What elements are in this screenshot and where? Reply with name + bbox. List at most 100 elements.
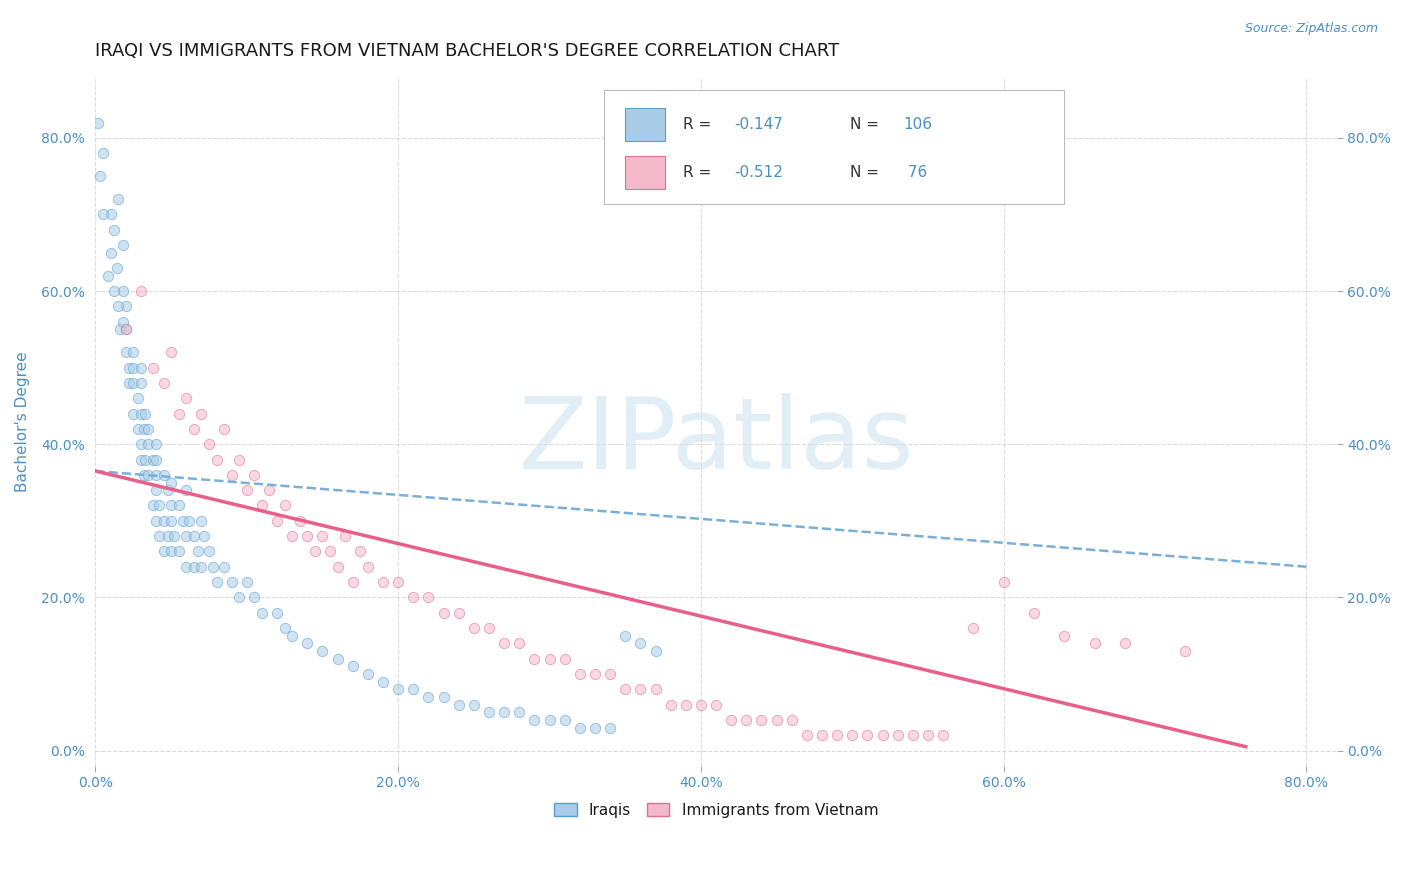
Point	[172, 514, 194, 528]
Point	[568, 721, 591, 735]
Point	[538, 713, 561, 727]
Point	[811, 728, 834, 742]
Point	[962, 621, 984, 635]
Point	[751, 713, 773, 727]
Point	[628, 636, 651, 650]
Bar	[626, 156, 665, 189]
Point	[160, 544, 183, 558]
Point	[152, 544, 174, 558]
Point	[132, 467, 155, 482]
Point	[129, 376, 152, 390]
Point	[478, 705, 501, 719]
Point	[183, 422, 205, 436]
Point	[402, 682, 425, 697]
Point	[174, 529, 197, 543]
Point	[138, 422, 160, 436]
Point	[628, 682, 651, 697]
Point	[494, 636, 516, 650]
Point	[901, 728, 924, 742]
Point	[825, 728, 848, 742]
Point	[463, 698, 485, 712]
Point	[250, 606, 273, 620]
Point	[152, 514, 174, 528]
Point	[111, 315, 134, 329]
Point	[796, 728, 818, 742]
Point	[250, 499, 273, 513]
Point	[91, 146, 114, 161]
Point	[508, 636, 530, 650]
Point	[478, 621, 501, 635]
Point	[281, 629, 304, 643]
Point	[281, 529, 304, 543]
Point	[138, 437, 160, 451]
Point	[157, 529, 180, 543]
Point	[122, 407, 145, 421]
Text: 106: 106	[904, 117, 932, 132]
Point	[96, 268, 118, 283]
Point	[1022, 606, 1045, 620]
Point	[704, 698, 727, 712]
Point	[132, 422, 155, 436]
Text: -0.512: -0.512	[735, 165, 783, 180]
Point	[145, 452, 167, 467]
Point	[190, 407, 212, 421]
Point	[114, 345, 136, 359]
Text: R =: R =	[682, 165, 716, 180]
Text: 76: 76	[904, 165, 928, 180]
Point	[174, 483, 197, 498]
Point	[523, 651, 546, 665]
Point	[127, 391, 149, 405]
Point	[183, 559, 205, 574]
Point	[311, 644, 333, 658]
Point	[198, 544, 221, 558]
Point	[288, 514, 311, 528]
Point	[690, 698, 713, 712]
Point	[236, 483, 259, 498]
Point	[644, 682, 666, 697]
Point	[599, 721, 621, 735]
Point	[160, 475, 183, 490]
Point	[266, 514, 288, 528]
Point	[447, 698, 470, 712]
Point	[342, 575, 364, 590]
Point	[122, 360, 145, 375]
Point	[160, 345, 183, 359]
Point	[614, 682, 637, 697]
Point	[145, 437, 167, 451]
Point	[508, 705, 530, 719]
Point	[145, 483, 167, 498]
Point	[145, 514, 167, 528]
Point	[190, 514, 212, 528]
Point	[174, 391, 197, 405]
Point	[614, 629, 637, 643]
Point	[87, 115, 110, 129]
Point	[183, 529, 205, 543]
Y-axis label: Bachelor's Degree: Bachelor's Degree	[15, 351, 30, 491]
Text: ZIPatlas: ZIPatlas	[519, 393, 914, 491]
Text: N =: N =	[851, 117, 884, 132]
Point	[152, 467, 174, 482]
Bar	[626, 108, 665, 141]
Point	[174, 559, 197, 574]
Point	[259, 483, 281, 498]
Point	[432, 606, 454, 620]
Point	[418, 591, 440, 605]
Point	[148, 499, 170, 513]
Point	[319, 544, 342, 558]
Point	[418, 690, 440, 704]
Point	[447, 606, 470, 620]
Point	[735, 713, 758, 727]
Point	[142, 499, 165, 513]
Point	[122, 345, 145, 359]
Point	[221, 575, 243, 590]
Point	[538, 651, 561, 665]
Point	[89, 169, 111, 183]
Point	[659, 698, 682, 712]
Legend: Iraqis, Immigrants from Vietnam: Iraqis, Immigrants from Vietnam	[548, 797, 884, 823]
Point	[402, 591, 425, 605]
Point	[122, 376, 145, 390]
Point	[357, 667, 380, 681]
Point	[193, 529, 215, 543]
Point	[599, 667, 621, 681]
Point	[1083, 636, 1105, 650]
